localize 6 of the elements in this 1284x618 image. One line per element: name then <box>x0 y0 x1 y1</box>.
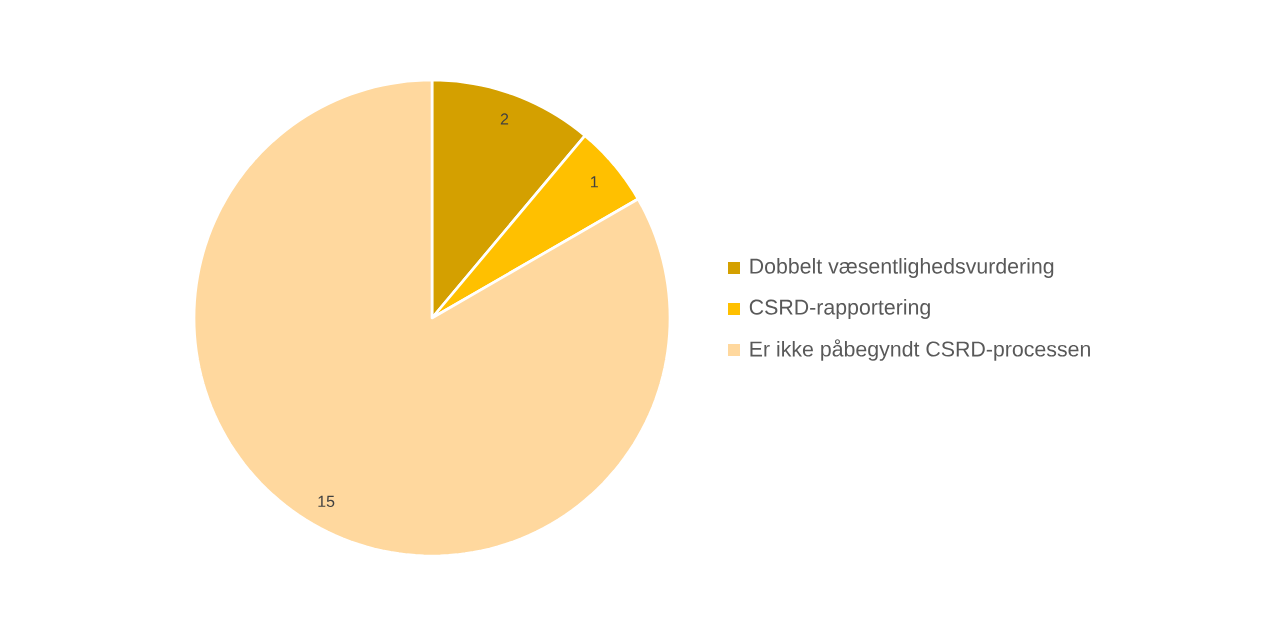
data-label: 1 <box>591 176 598 188</box>
legend-label: Er ikke påbegyndt CSRD-processen <box>750 339 1090 361</box>
legend-label: Dobbelt væsentlighedsvurdering <box>750 258 1054 278</box>
data-label: 2 <box>500 113 509 125</box>
legend-label: CSRD-rapportering <box>749 299 930 319</box>
data-label: 15 <box>318 495 335 508</box>
